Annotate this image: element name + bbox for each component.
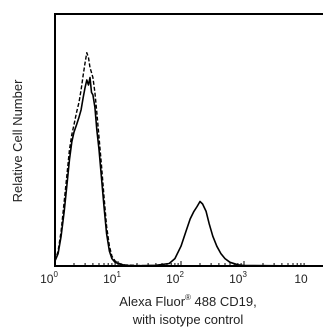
plot-border [54, 13, 323, 267]
x-axis-title-registered-mark: ® [185, 293, 191, 302]
x-tick-label-base: 10 [40, 272, 54, 286]
x-tick-label: 101 [103, 270, 121, 286]
x-tick-label: 103 [229, 270, 247, 286]
x-tick-label: 100 [40, 270, 58, 286]
plot-frame [54, 13, 323, 267]
x-axis-title-line2: with isotype control [132, 312, 244, 327]
x-tick-label-exponent: 3 [242, 270, 247, 279]
x-tick-label-base: 10 [103, 272, 117, 286]
x-axis-title-line1: Alexa Fluor® 488 CD19, [119, 293, 256, 309]
x-tick-label-exponent: 0 [53, 270, 58, 279]
x-axis-ticks: 100 101 102 103 10 [40, 261, 308, 286]
isotype-control-curve [54, 52, 307, 267]
y-axis-title: Relative Cell Number [10, 79, 25, 202]
x-axis-title-post: 488 CD19, [191, 294, 257, 309]
x-tick-label-base: 10 [294, 272, 308, 286]
cd19-stained-curve [54, 76, 308, 267]
x-tick-label-base: 10 [229, 272, 243, 286]
x-tick-label-exponent: 2 [179, 270, 184, 279]
x-axis-title-pre: Alexa Fluor [119, 294, 185, 309]
x-tick-label: 10 [294, 272, 308, 286]
x-tick-label-base: 10 [166, 272, 180, 286]
x-tick-label-exponent: 1 [116, 270, 121, 279]
x-tick-label: 102 [166, 270, 184, 286]
series-layer [54, 52, 308, 267]
